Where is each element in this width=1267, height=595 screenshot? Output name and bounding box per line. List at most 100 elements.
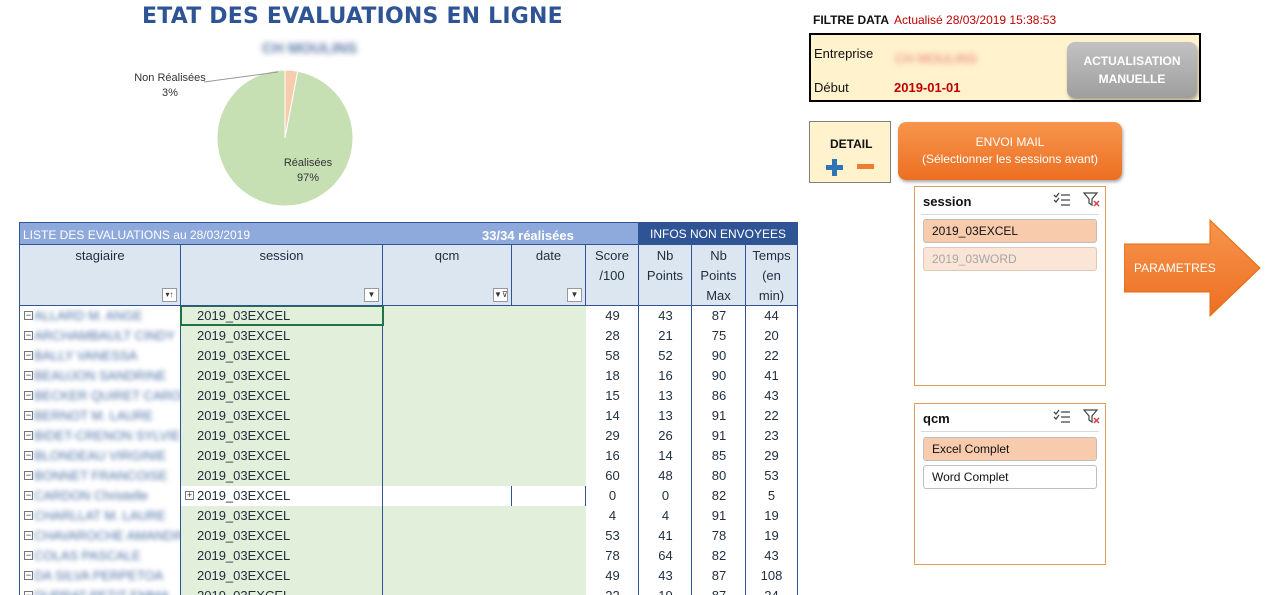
- pts-cell[interactable]: 19: [639, 586, 692, 595]
- score-cell[interactable]: 4: [608, 508, 617, 523]
- collapse-row-icon[interactable]: −: [24, 310, 33, 320]
- score-cell[interactable]: 22: [586, 586, 639, 595]
- table-row[interactable]: −DUPRAT-PETIT EMMA+2019_03EXCEL22198724: [20, 586, 797, 595]
- qcm-cell[interactable]: [383, 526, 512, 546]
- qcm-cell[interactable]: [383, 506, 512, 526]
- collapse-minus-icon[interactable]: [857, 164, 874, 169]
- collapse-row-icon[interactable]: −: [24, 430, 33, 440]
- qcm-cell[interactable]: [383, 406, 512, 426]
- time-cell[interactable]: 29: [764, 448, 779, 463]
- collapse-row-icon[interactable]: −: [24, 510, 33, 520]
- qcm-cell[interactable]: [383, 486, 512, 506]
- time-cell[interactable]: 5: [767, 488, 776, 503]
- qcm-cell[interactable]: [383, 466, 512, 486]
- date-cell[interactable]: [512, 346, 586, 366]
- stagiaire-cell[interactable]: BERNOT M. LAURE: [20, 406, 180, 426]
- expand-plus-icon[interactable]: [824, 157, 844, 177]
- max-cell[interactable]: 87: [711, 568, 727, 583]
- collapse-row-icon[interactable]: −: [24, 530, 33, 540]
- pts-cell[interactable]: 41: [658, 528, 673, 543]
- time-cell[interactable]: 43: [764, 388, 779, 403]
- session-cell[interactable]: 2019_03EXCEL: [181, 366, 382, 386]
- table-row[interactable]: −BIDET-CRENON SYLVIE+2019_03EXCEL2926912…: [20, 426, 797, 446]
- entreprise-value[interactable]: CH MOULINS: [895, 51, 977, 66]
- score-cell[interactable]: 49: [605, 308, 620, 323]
- session-cell[interactable]: 2019_03EXCEL: [181, 446, 382, 466]
- date-cell[interactable]: [512, 426, 586, 446]
- time-cell[interactable]: 22: [764, 348, 779, 363]
- pts-cell[interactable]: 43: [658, 568, 673, 583]
- score-cell[interactable]: 18: [605, 368, 620, 383]
- collapse-row-icon[interactable]: −: [24, 470, 33, 480]
- time-cell[interactable]: 20: [764, 328, 779, 343]
- collapse-row-icon[interactable]: −: [24, 450, 33, 460]
- date-cell[interactable]: [512, 326, 586, 346]
- qcm-cell[interactable]: [383, 586, 512, 595]
- score-cell[interactable]: 53: [605, 528, 620, 543]
- time-cell[interactable]: 19: [764, 528, 779, 543]
- debut-value[interactable]: 2019-01-01: [894, 80, 961, 95]
- collapse-row-icon[interactable]: −: [24, 390, 33, 400]
- pts-cell[interactable]: 21: [658, 328, 673, 343]
- date-cell[interactable]: [512, 306, 586, 326]
- session-cell[interactable]: 2019_03EXCEL: [181, 546, 382, 566]
- stagiaire-cell[interactable]: CARDON Christelle: [20, 486, 180, 506]
- pts-cell[interactable]: 4: [661, 508, 670, 523]
- max-cell[interactable]: 87: [711, 308, 727, 323]
- date-cell[interactable]: [512, 366, 586, 386]
- multi-select-icon[interactable]: [1053, 409, 1071, 428]
- clear-filter-icon[interactable]: [1082, 409, 1101, 428]
- filter-active-icon[interactable]: ▼⊽: [493, 288, 508, 302]
- pts-cell[interactable]: 43: [658, 308, 673, 323]
- date-cell[interactable]: [512, 466, 586, 486]
- pts-cell[interactable]: 26: [658, 428, 673, 443]
- date-cell[interactable]: [512, 386, 586, 406]
- pts-cell[interactable]: 64: [658, 548, 673, 563]
- date-cell[interactable]: [512, 546, 586, 566]
- date-cell[interactable]: [512, 486, 586, 506]
- stagiaire-cell[interactable]: BONNET FRANCOISE: [20, 466, 180, 486]
- table-row[interactable]: −CHAVAROCHE AMANDINE+2019_03EXCEL5341781…: [20, 526, 797, 546]
- session-cell[interactable]: 2019_03EXCEL: [181, 406, 382, 426]
- filter-dropdown-icon[interactable]: ▼: [364, 288, 379, 302]
- time-cell[interactable]: 44: [764, 308, 779, 323]
- date-cell[interactable]: [512, 506, 586, 526]
- collapse-row-icon[interactable]: −: [24, 591, 33, 595]
- session-item-2[interactable]: 2019_03WORD: [923, 247, 1097, 271]
- qcm-cell[interactable]: [383, 566, 512, 586]
- stagiaire-cell[interactable]: ALLARD M. ANGE: [20, 306, 180, 326]
- max-cell[interactable]: 86: [711, 388, 727, 403]
- stagiaire-cell[interactable]: BLONDEAU VIRGINIE: [20, 446, 180, 466]
- collapse-row-icon[interactable]: −: [24, 350, 33, 360]
- max-cell[interactable]: 85: [711, 448, 727, 463]
- time-cell[interactable]: 108: [760, 568, 783, 583]
- qcm-item-2[interactable]: Word Complet: [923, 465, 1097, 489]
- filter-dropdown-icon[interactable]: ▼: [567, 288, 582, 302]
- score-cell[interactable]: 60: [605, 468, 620, 483]
- qcm-cell[interactable]: [383, 326, 512, 346]
- qcm-item-1[interactable]: Excel Complet: [923, 437, 1097, 461]
- parametres-arrow-button[interactable]: [1124, 218, 1264, 318]
- date-cell[interactable]: [512, 526, 586, 546]
- max-cell[interactable]: 75: [711, 328, 727, 343]
- table-row[interactable]: −BECKER QUIRET CAROLL+2019_03EXCEL151386…: [20, 386, 797, 406]
- score-cell[interactable]: 28: [605, 328, 620, 343]
- pts-cell[interactable]: 13: [658, 408, 673, 423]
- multi-select-icon[interactable]: [1053, 192, 1071, 211]
- qcm-cell[interactable]: [383, 546, 512, 566]
- score-cell[interactable]: 0: [608, 488, 617, 503]
- session-cell[interactable]: 2019_03EXCEL: [181, 566, 382, 586]
- stagiaire-cell[interactable]: ARCHAMBAULT CINDY: [20, 326, 180, 346]
- session-cell[interactable]: 2019_03EXCEL: [197, 488, 291, 503]
- max-cell[interactable]: 80: [711, 468, 727, 483]
- pts-cell[interactable]: 48: [658, 468, 673, 483]
- stagiaire-cell[interactable]: BALLY VANESSA: [20, 346, 180, 366]
- stagiaire-cell[interactable]: COLAS PASCALE: [20, 546, 180, 566]
- time-cell[interactable]: 53: [764, 468, 779, 483]
- max-cell[interactable]: 91: [711, 508, 727, 523]
- session-cell[interactable]: 2019_03EXCEL: [181, 426, 382, 446]
- stagiaire-cell[interactable]: CHARLLAT M. LAURE: [20, 506, 180, 526]
